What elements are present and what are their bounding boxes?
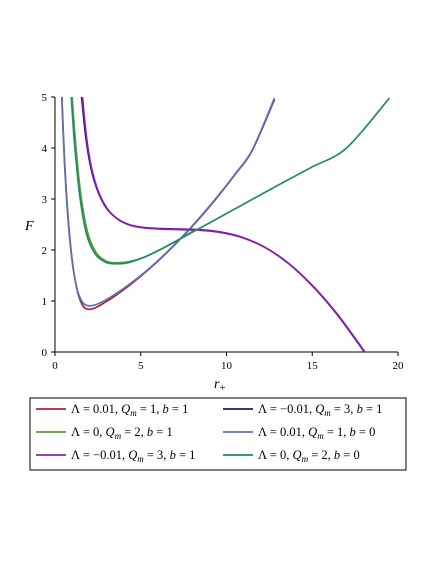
series-line-5 — [81, 97, 366, 352]
legend-box — [29, 397, 407, 471]
x-tick-label: 5 — [138, 360, 144, 372]
series-line-3 — [71, 97, 197, 264]
legend-item-5: Λ = −0.01, Qm = 3, b = 1 — [36, 448, 195, 464]
series-line-1 — [61, 97, 276, 311]
x-tick-label: 0 — [52, 360, 58, 372]
plot-curves — [61, 97, 391, 352]
legend-label: Λ = 0, Qm = 2, b = 1 — [71, 425, 173, 441]
legend-label: Λ = 0.01, Qm = 1, b = 0 — [258, 425, 375, 441]
axes — [51, 96, 399, 356]
x-tick-label: 20 — [393, 360, 405, 372]
y-tick-label: 0 — [42, 347, 48, 359]
series-line-4 — [61, 97, 276, 307]
y-tick-label: 3 — [42, 194, 48, 206]
legend-label: Λ = −0.01, Qm = 3, b = 1 — [71, 448, 195, 464]
legend-label: Λ = 0.01, Qm = 1, b = 1 — [71, 402, 188, 418]
x-axis-label-sub: + — [219, 382, 225, 394]
x-tick-label: 10 — [221, 360, 233, 372]
legend-label: Λ = −0.01, Qm = 3, b = 1 — [258, 402, 382, 418]
legend-item-2: Λ = −0.01, Qm = 3, b = 1 — [223, 402, 382, 418]
y-tick-label: 5 — [42, 92, 48, 104]
legend-item-6: Λ = 0, Qm = 2, b = 0 — [223, 448, 360, 464]
y-tick-label: 1 — [42, 296, 48, 308]
tick-labels: 0 5 10 15 20 0 1 2 3 4 5 — [42, 92, 405, 372]
legend-item-3: Λ = 0, Qm = 2, b = 1 — [36, 425, 173, 441]
x-tick-label: 15 — [307, 360, 319, 372]
x-axis-label: r+ — [214, 377, 226, 394]
series-line-2 — [80, 97, 365, 352]
y-tick-label: 2 — [42, 245, 48, 257]
y-axis-label: F — [24, 219, 34, 234]
legend-label: Λ = 0, Qm = 2, b = 0 — [258, 448, 360, 464]
legend: Λ = 0.01, Qm = 1, b = 1 Λ = −0.01, Qm = 3… — [29, 397, 407, 471]
x-axis-label-main: r — [214, 377, 220, 392]
series-line-6 — [70, 97, 391, 265]
legend-item-4: Λ = 0.01, Qm = 1, b = 0 — [223, 425, 375, 441]
y-tick-label: 4 — [42, 143, 48, 155]
legend-item-1: Λ = 0.01, Qm = 1, b = 1 — [36, 402, 188, 418]
